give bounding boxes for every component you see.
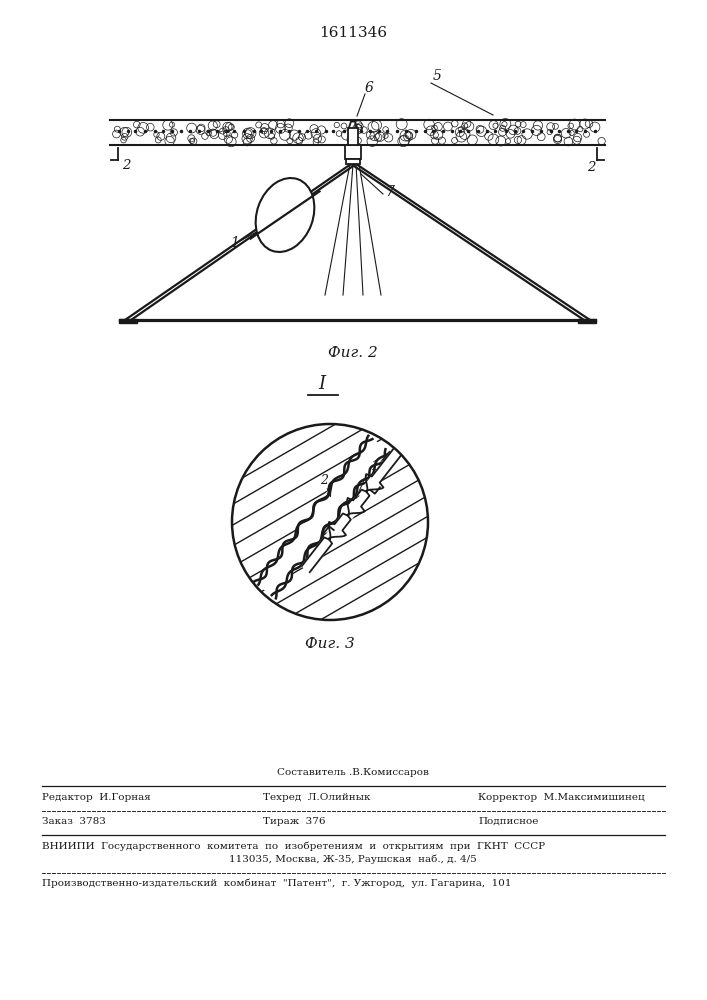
Text: Подписное: Подписное xyxy=(478,817,538,826)
Polygon shape xyxy=(302,448,402,572)
Text: 1: 1 xyxy=(230,236,239,250)
Polygon shape xyxy=(257,437,387,597)
Text: Производственно-издательский  комбинат  "Патент",  г. Ужгород,  ул. Гагарина,  1: Производственно-издательский комбинат "П… xyxy=(42,879,511,888)
Text: Заказ  3783: Заказ 3783 xyxy=(42,817,106,826)
Text: Корректор  М.Максимишинец: Корректор М.Максимишинец xyxy=(478,793,645,802)
Text: 1611346: 1611346 xyxy=(319,26,387,40)
Text: Редактор  И.Горная: Редактор И.Горная xyxy=(42,793,151,802)
Text: 5: 5 xyxy=(433,69,442,83)
Text: 2: 2 xyxy=(320,474,328,487)
Text: 113035, Москва, Ж-35, Раушская  наб., д. 4/5: 113035, Москва, Ж-35, Раушская наб., д. … xyxy=(229,854,477,864)
Bar xyxy=(110,120,605,145)
Text: 6: 6 xyxy=(365,81,374,95)
Ellipse shape xyxy=(256,178,315,252)
Text: 2: 2 xyxy=(122,159,130,172)
Text: ВНИИПИ  Государственного  комитета  по  изобретениям  и  открытиям  при  ГКНТ  С: ВНИИПИ Государственного комитета по изоб… xyxy=(42,842,545,851)
Text: 1: 1 xyxy=(370,460,378,473)
Bar xyxy=(578,319,596,323)
Bar xyxy=(345,145,361,159)
Circle shape xyxy=(232,424,428,620)
Text: Техред  Л.Олийнык: Техред Л.Олийнык xyxy=(263,793,370,802)
Bar xyxy=(119,319,137,323)
Text: Тираж  376: Тираж 376 xyxy=(263,817,325,826)
Bar xyxy=(346,159,360,164)
Text: 2: 2 xyxy=(587,161,595,174)
Bar xyxy=(348,127,358,145)
Text: Фиг. 2: Фиг. 2 xyxy=(328,346,378,360)
Text: Фиг. 3: Фиг. 3 xyxy=(305,637,355,651)
Text: Составитель .B.Комиссаров: Составитель .B.Комиссаров xyxy=(277,768,429,777)
Text: I: I xyxy=(318,375,325,393)
Text: 7: 7 xyxy=(385,185,394,199)
